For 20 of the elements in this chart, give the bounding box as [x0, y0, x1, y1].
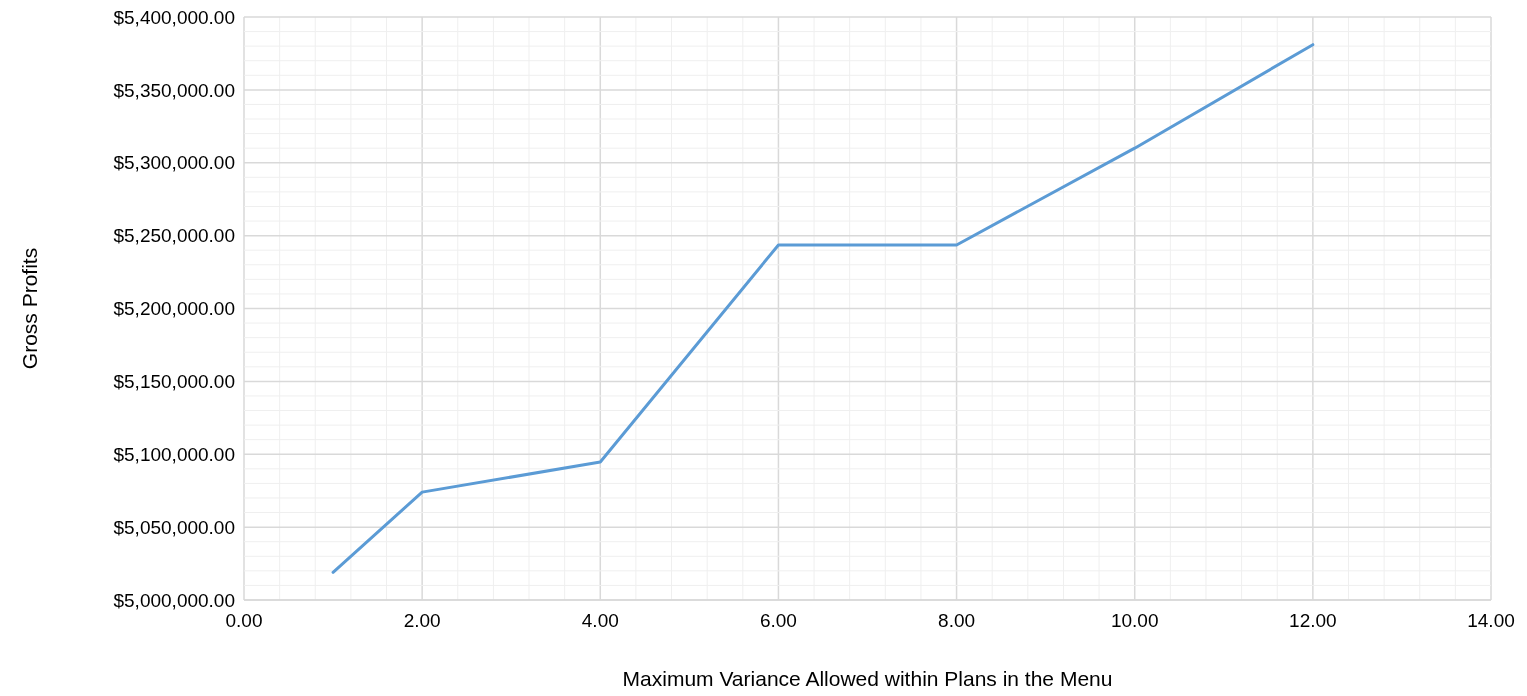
x-tick-label: 14.00: [1467, 610, 1515, 631]
y-tick-label: $5,400,000.00: [113, 6, 235, 28]
x-tick-label: 0.00: [225, 610, 263, 631]
y-tick-label: $5,050,000.00: [113, 516, 235, 538]
x-tick-label: 10.00: [1110, 610, 1159, 631]
x-tick-label: 6.00: [759, 610, 797, 631]
y-tick-label: $5,000,000.00: [113, 589, 235, 611]
y-tick-label: $5,350,000.00: [113, 79, 235, 101]
x-tick-label: 4.00: [581, 610, 619, 631]
y-tick-label: $5,250,000.00: [113, 225, 235, 247]
y-axis-title: Gross Profits: [18, 247, 41, 370]
y-tick-label: $5,150,000.00: [113, 371, 235, 393]
x-tick-label: 12.00: [1289, 610, 1337, 631]
x-tick-label: 2.00: [403, 610, 441, 631]
y-tick-label: $5,200,000.00: [113, 298, 235, 320]
x-tick-label: 8.00: [938, 610, 976, 631]
y-tick-label: $5,100,000.00: [113, 443, 235, 465]
x-axis-title: Maximum Variance Allowed within Plans in the Menu: [622, 667, 1113, 690]
line-series: [331, 43, 1315, 574]
y-tick-label: $5,300,000.00: [113, 152, 235, 174]
